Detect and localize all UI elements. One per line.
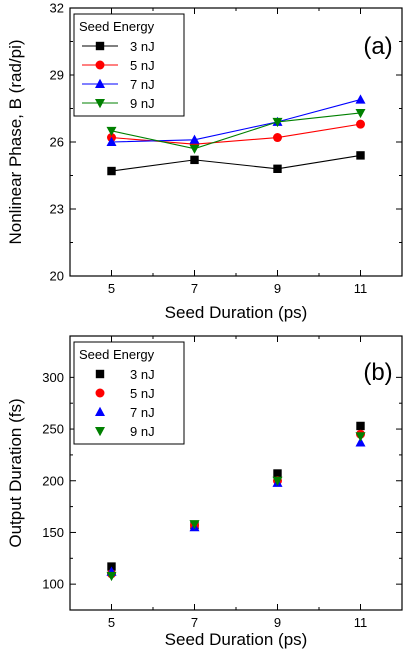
data-point [272,476,283,486]
legend-title: Seed Energy [79,347,155,362]
legend-marker [95,99,105,109]
y-tick-label: 29 [50,68,64,83]
data-point [189,144,200,154]
legend-marker [95,41,105,51]
series-line [111,154,361,172]
legend-marker [95,60,105,70]
y-tick-label: 26 [50,135,64,150]
legend-entry-label: 5 nJ [130,386,155,401]
legend-marker [95,388,105,398]
y-tick-label: 150 [42,525,64,540]
data-point [355,432,366,442]
legend: Seed Energy 3 nJ 5 nJ 7 nJ 9 nJ [73,341,185,445]
x-tick-label: 11 [354,615,368,630]
panel-label: (b) [363,359,392,386]
x-axis-label: Seed Duration (ps) [165,630,308,649]
series-9-nJ [106,108,366,154]
x-tick-label: 5 [108,615,115,630]
series-line [111,112,361,150]
panel-label: (a) [363,33,392,60]
data-point [189,134,200,144]
data-point [356,119,365,129]
data-point [189,520,200,530]
legend-title: Seed Energy [79,19,155,34]
y-tick-label: 200 [42,473,64,488]
y-tick-label: 23 [50,202,64,217]
y-tick-label: 250 [42,422,64,437]
legend-entry-label: 9 nJ [130,96,155,111]
legend-entry-label: 7 nJ [130,77,155,92]
y-axis-label: Output Duration (fs) [6,398,25,547]
data-point [272,117,283,128]
data-point [106,571,117,582]
legend-entry-label: 9 nJ [130,424,155,439]
legend-marker [95,406,105,416]
data-point [355,108,366,119]
x-tick-label: 11 [354,281,368,296]
legend-marker [95,78,105,88]
data-point [356,151,365,160]
y-tick-label: 20 [50,269,64,284]
x-axis-label: Seed Duration (ps) [165,303,308,322]
data-point [107,166,116,176]
data-point [355,94,366,104]
data-point [106,136,117,146]
data-point [273,164,282,173]
legend: Seed Energy 3 nJ 5 nJ 7 nJ 9 nJ [73,13,185,117]
data-point [273,469,282,478]
series-5-nJ [107,429,365,579]
panel-a: 5 7 9 11 20 23 26 29 32 Seed Duration (ps) Nonline… [6,1,403,322]
panel-b: 5 7 9 11 100 150 200 250 300 Seed Duration (ps) Ou… [6,335,403,649]
legend-entry-label: 3 nJ [130,367,155,382]
series-3-nJ [107,151,365,176]
series-5-nJ [107,119,365,149]
data-point [355,437,366,447]
legend-entry-label: 3 nJ [130,39,155,54]
x-tick-label: 5 [108,281,115,296]
y-axis-label: Nonlinear Phase, B (rad/pi) [6,39,25,244]
x-tick-label: 7 [191,281,198,296]
x-tick-label: 7 [191,615,198,630]
data-point [190,155,199,165]
legend-marker [95,369,105,379]
series-line [111,99,361,143]
x-tick-label: 9 [274,615,281,630]
data-point [273,133,282,143]
data-point [356,421,365,431]
series-9-nJ [106,432,366,582]
y-tick-label: 300 [42,370,64,385]
data-point [106,126,117,137]
legend-entry-label: 7 nJ [130,405,155,420]
x-tick-label: 9 [274,281,281,296]
legend-box [73,341,185,445]
legend-marker [95,427,105,437]
series-7-nJ [106,437,366,576]
y-tick-label: 32 [50,1,64,16]
legend-entry-label: 5 nJ [130,58,155,73]
y-tick-label: 100 [42,577,64,592]
